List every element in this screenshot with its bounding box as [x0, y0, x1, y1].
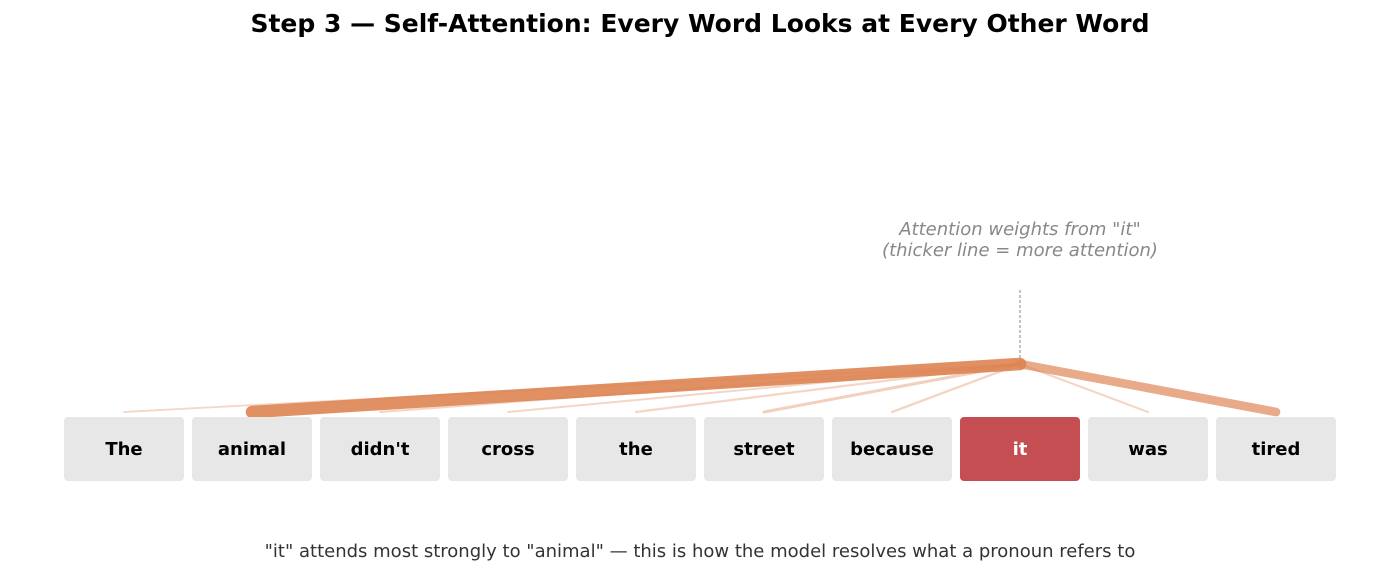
token-cross: cross	[448, 417, 568, 481]
token-animal: animal	[192, 417, 312, 481]
token-street: street	[704, 417, 824, 481]
token-was: was	[1088, 417, 1208, 481]
caption: "it" attends most strongly to "animal" —…	[264, 541, 1136, 562]
annotation-line-1: Attention weights from "it"	[899, 219, 1141, 240]
annotation-line-2: (thicker line = more attention)	[882, 240, 1158, 261]
attention-lines	[123, 357, 1281, 419]
attention-line-didnt	[378, 362, 1022, 414]
token-the: the	[576, 417, 696, 481]
token-the: The	[64, 417, 184, 481]
attention-line-tired	[1015, 359, 1281, 417]
diagram-title: Step 3 — Self-Attention: Every Word Look…	[250, 9, 1150, 38]
token-didnt: didn't	[320, 417, 440, 481]
attention-line-the	[634, 362, 1022, 414]
attention-line-because	[890, 362, 1022, 414]
token-tired: tired	[1216, 417, 1336, 481]
token-it: it	[960, 417, 1080, 481]
attention-line-cross	[506, 362, 1022, 414]
token-because: because	[832, 417, 952, 481]
attention-line-street	[762, 362, 1022, 414]
attention-line-animal	[245, 357, 1027, 419]
